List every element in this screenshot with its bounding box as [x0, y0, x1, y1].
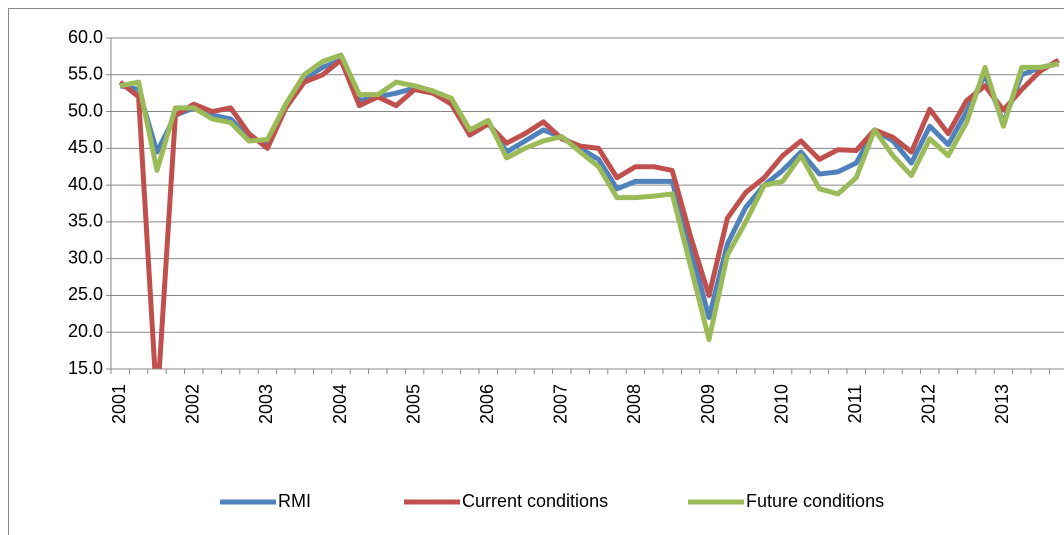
- x-tick-label: 2010: [771, 384, 791, 424]
- y-tick-label: 35.0: [68, 211, 103, 231]
- axes: 15.0 20.0 25.0 30.0 35.0 40.0 45.0 50.0 55.0 60.0…: [68, 27, 1064, 424]
- y-tick-label: 45.0: [68, 137, 103, 157]
- y-tick-label: 55.0: [68, 64, 103, 84]
- x-tick-label: 2011: [845, 385, 865, 424]
- plot: [118, 52, 1060, 369]
- y-tick-label: 50.0: [68, 100, 103, 120]
- legend-label: RMI: [278, 491, 311, 511]
- y-tick-label: 40.0: [68, 174, 103, 194]
- y-tick-label: 30.0: [68, 247, 103, 267]
- y-tick-label: 15.0: [68, 358, 103, 378]
- x-tick-label: 2005: [403, 384, 423, 424]
- y-tick-label: 60.0: [68, 27, 103, 47]
- x-tick-label: 2002: [183, 384, 203, 424]
- x-tick-label: 2001: [109, 384, 129, 424]
- legend-label: Current conditions: [462, 491, 608, 511]
- chart-border: [8, 8, 1064, 535]
- legend: RMI Current conditions Future conditions: [220, 491, 884, 511]
- x-tick-label: 2012: [919, 384, 939, 424]
- x-tick-label: 2006: [477, 384, 497, 424]
- x-tick-label: 2009: [698, 384, 718, 424]
- y-tick-label: 20.0: [68, 321, 103, 341]
- x-tick-label: 2004: [330, 384, 350, 424]
- x-tick-label: 2013: [992, 384, 1012, 424]
- x-tick-label: 2003: [256, 384, 276, 424]
- series-line: [118, 57, 1060, 369]
- legend-label: Future conditions: [746, 491, 884, 511]
- x-tick-label: 2007: [551, 384, 571, 424]
- series-line: [119, 52, 1060, 343]
- y-tick-label: 25.0: [68, 284, 103, 304]
- x-tick-label: 2008: [624, 384, 644, 424]
